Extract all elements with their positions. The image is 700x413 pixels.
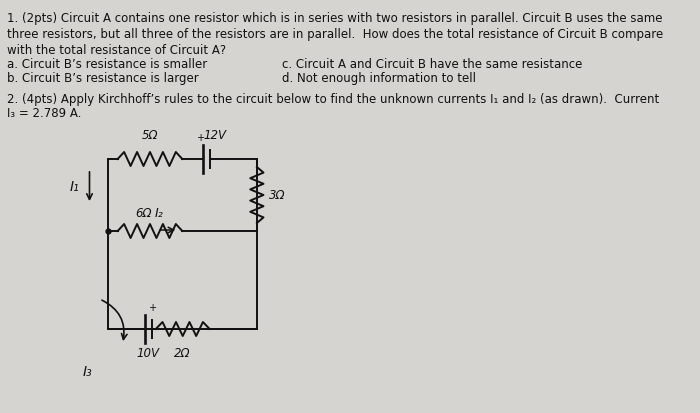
Text: I₁: I₁ <box>70 180 80 194</box>
Text: d. Not enough information to tell: d. Not enough information to tell <box>281 72 476 85</box>
Text: +: + <box>197 133 205 142</box>
Text: with the total resistance of Circuit A?: with the total resistance of Circuit A? <box>6 44 226 57</box>
Text: 10V: 10V <box>136 346 160 359</box>
Text: a. Circuit B’s resistance is smaller: a. Circuit B’s resistance is smaller <box>6 58 207 71</box>
Text: +: + <box>149 302 158 312</box>
Text: c. Circuit A and Circuit B have the same resistance: c. Circuit A and Circuit B have the same… <box>281 58 582 71</box>
Text: three resistors, but all three of the resistors are in parallel.  How does the t: three resistors, but all three of the re… <box>6 28 663 41</box>
Text: I₃: I₃ <box>82 364 92 378</box>
Text: 2. (4pts) Apply Kirchhoff’s rules to the circuit below to find the unknown curre: 2. (4pts) Apply Kirchhoff’s rules to the… <box>6 93 659 106</box>
Text: 6Ω: 6Ω <box>135 206 152 219</box>
Text: I₂: I₂ <box>155 206 164 219</box>
Text: 1. (2pts) Circuit A contains one resistor which is in series with two resistors : 1. (2pts) Circuit A contains one resisto… <box>6 12 662 25</box>
Text: 12V: 12V <box>203 129 226 142</box>
Text: b. Circuit B’s resistance is larger: b. Circuit B’s resistance is larger <box>6 72 198 85</box>
Text: 5Ω: 5Ω <box>141 129 158 142</box>
Text: 3Ω: 3Ω <box>269 189 285 202</box>
Text: I₃ = 2.789 A.: I₃ = 2.789 A. <box>6 107 81 120</box>
Text: 2Ω: 2Ω <box>174 346 190 359</box>
